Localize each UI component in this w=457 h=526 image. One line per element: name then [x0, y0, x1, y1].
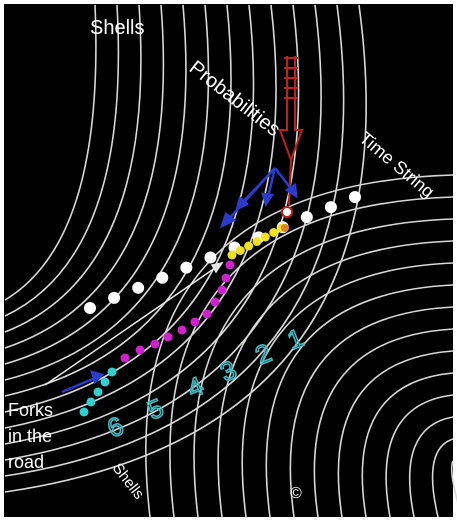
shell-curve	[217, 240, 454, 518]
forks-label: in the	[8, 426, 52, 446]
shell-curve	[361, 372, 454, 518]
dot	[107, 367, 117, 377]
shell-curve	[4, 4, 142, 333]
shell-curve	[408, 416, 454, 518]
dot	[132, 281, 145, 294]
shell-curve	[4, 4, 165, 349]
shell-curve	[385, 394, 454, 518]
shell-curve	[265, 284, 454, 518]
dot	[221, 273, 231, 283]
dot	[93, 387, 103, 397]
shell-curve	[4, 4, 367, 493]
dot	[324, 201, 337, 214]
dot	[217, 285, 227, 295]
shell-curve	[313, 328, 454, 518]
dot	[281, 224, 289, 232]
shell-curve	[431, 438, 454, 518]
dot	[349, 191, 361, 203]
background	[4, 4, 453, 517]
dot	[202, 309, 212, 319]
shell-curve	[4, 4, 120, 317]
dot	[120, 353, 130, 363]
shell-curve	[4, 4, 255, 413]
dot	[204, 251, 217, 264]
shell-curve	[289, 306, 454, 518]
dot	[86, 397, 96, 407]
shell-curve	[4, 4, 345, 477]
dot	[269, 228, 279, 237]
dot	[235, 246, 245, 255]
dot	[177, 325, 187, 335]
dot	[100, 377, 110, 387]
dot	[150, 339, 160, 349]
shell-curve	[241, 262, 454, 518]
dot	[225, 260, 235, 270]
shells-label: Shells	[90, 17, 144, 39]
dot	[300, 211, 313, 224]
dot	[244, 241, 254, 251]
dot	[227, 250, 237, 260]
time-string	[79, 191, 361, 417]
shell-curve	[4, 4, 210, 381]
dot	[180, 261, 193, 274]
shell-curve	[337, 350, 454, 518]
dot	[135, 345, 145, 355]
dot	[84, 302, 96, 314]
shell-curve	[4, 4, 97, 301]
dot	[190, 317, 200, 327]
shell-curve	[450, 460, 457, 503]
blue-arrows	[61, 167, 298, 394]
fork-arrows	[44, 261, 224, 386]
dot	[163, 332, 173, 342]
shell-curve	[4, 4, 187, 365]
shell-curve	[4, 4, 300, 445]
shell-curve	[145, 174, 454, 518]
shell-curve	[193, 218, 454, 518]
dot	[156, 271, 169, 284]
forks-label: road	[8, 452, 44, 472]
dot	[210, 297, 220, 307]
dot	[108, 291, 121, 304]
dot	[79, 407, 89, 417]
dot	[252, 237, 262, 246]
dot	[260, 232, 270, 242]
forks-label: Forks	[8, 400, 53, 420]
copyright: ©	[290, 485, 302, 502]
red-arrow	[278, 56, 304, 218]
